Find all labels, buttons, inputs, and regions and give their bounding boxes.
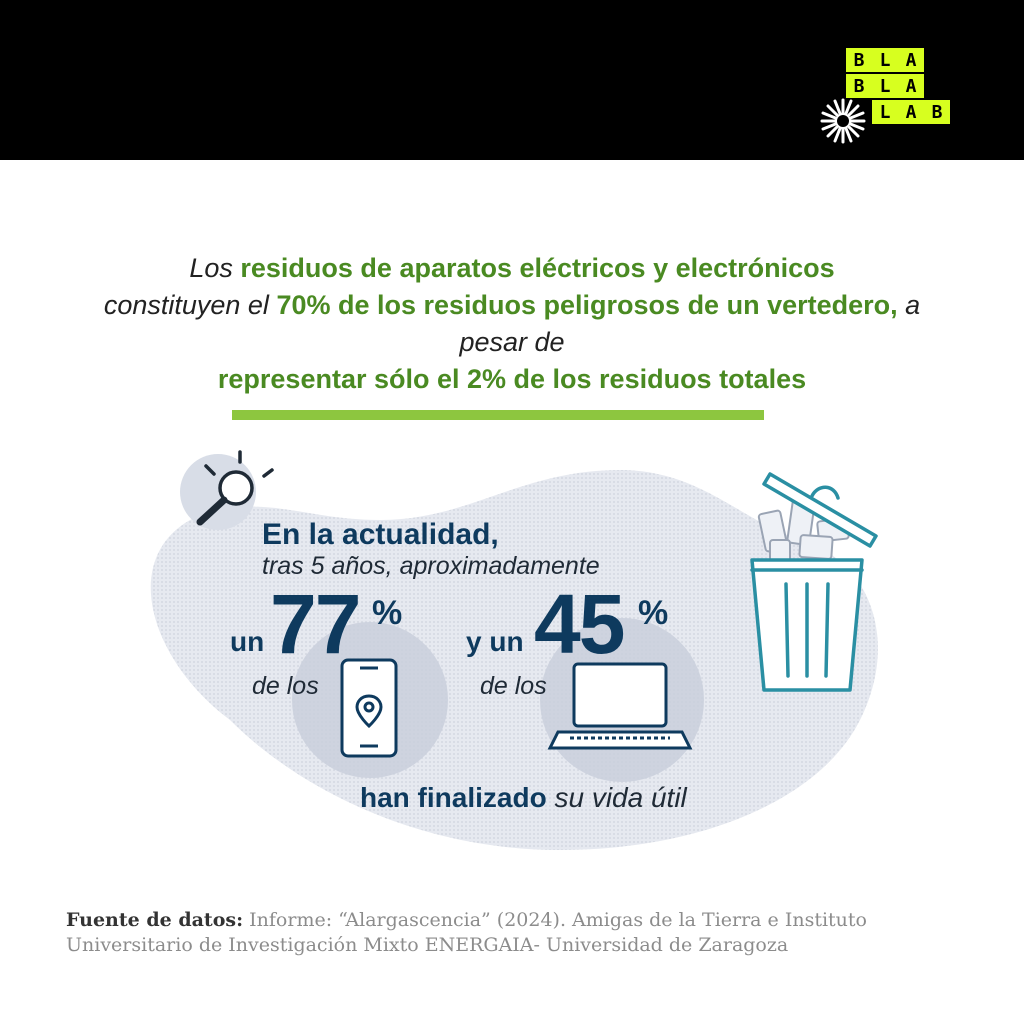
laptops-percentage: 45 [534, 577, 625, 671]
logo-letter: B [924, 100, 950, 124]
phones-prefix: un [230, 626, 265, 657]
laptops-prefix: y un [466, 626, 524, 657]
headline-highlight: 70% de los residuos peligrosos de un ver… [276, 290, 898, 320]
headline-highlight: residuos de aparatos eléctricos y electr… [240, 253, 835, 283]
headline-part: a pesar de [459, 290, 921, 357]
laptops-suffix: de los [480, 672, 547, 700]
blablalab-logo: B L A B L A L A B [818, 48, 950, 148]
logo-letter: A [898, 74, 924, 98]
source-text: Informe: “Alargascencia” (2024). Amigas … [66, 909, 867, 956]
headline-highlight: representar sólo el 2% de los residuos t… [217, 364, 807, 394]
phones-percentage: 77 [270, 577, 361, 671]
trash-bin-icon [750, 472, 878, 692]
headline-underline [232, 410, 764, 420]
headline-part: Los [189, 253, 241, 283]
stat-ending-italic: su vida útil [546, 782, 687, 813]
stat-intro-italic: tras 5 años, aproximadamente [262, 552, 600, 580]
logo-letter: B [846, 74, 872, 98]
stat-ending: han finalizado su vida útil [360, 782, 687, 814]
headline-part: constituyen el [103, 290, 277, 320]
logo-letter: B [846, 48, 872, 72]
laptops-percent-sign: % [638, 594, 669, 632]
logo-letter: A [898, 48, 924, 72]
logo-letter: L [872, 48, 898, 72]
data-source: Fuente de datos: Informe: “Alargascencia… [66, 908, 966, 958]
source-label: Fuente de datos: [66, 909, 244, 931]
stat-intro-bold: En la actualidad, [262, 518, 499, 551]
logo-letter: L [872, 100, 898, 124]
logo-letter: L [872, 74, 898, 98]
sunburst-icon [820, 98, 866, 144]
phones-suffix: de los [252, 672, 319, 700]
smartphone-icon [340, 658, 398, 758]
phones-percent-sign: % [372, 594, 403, 632]
headline: Los residuos de aparatos eléctricos y el… [100, 250, 924, 398]
magnifier-icon [196, 450, 274, 526]
laptop-icon [547, 662, 693, 750]
logo-letter: A [898, 100, 924, 124]
stat-ending-bold: han finalizado [360, 782, 547, 813]
